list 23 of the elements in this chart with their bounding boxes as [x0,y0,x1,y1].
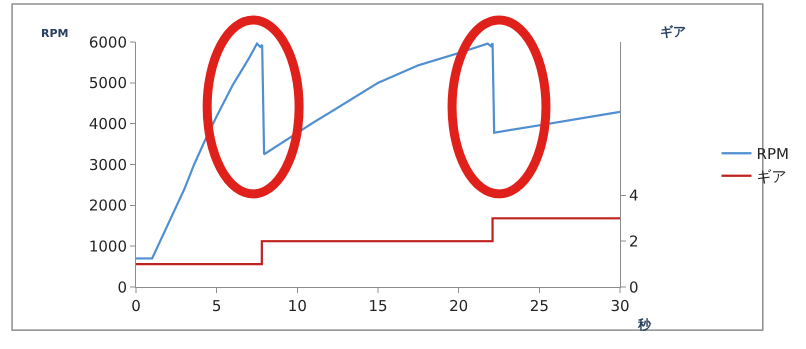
y-tick-label: 2000 [88,196,127,215]
x-tick-label: 10 [288,297,307,315]
y-tick-label: 4000 [88,114,127,133]
y-tick-label: 0 [117,278,127,296]
y2-tick-label: 2 [629,232,639,250]
y-axis-title: RPM [41,27,68,40]
y-tick-label: 6000 [88,33,127,52]
y2-tick-label: 4 [629,186,639,205]
x-axis-title: 秒 [637,318,652,333]
legend-label: ギア [756,168,787,186]
y-tick-label: 3000 [88,156,127,174]
x-tick-label: 5 [212,297,222,315]
line-series [136,42,620,260]
y2-tick-label: 0 [629,278,639,296]
y-tick-label: 1000 [88,237,127,256]
legend-label: RPM [756,145,789,164]
y2-axis-title: ギア [660,25,686,40]
x-tick-label: 15 [368,297,388,315]
x-tick-label: 20 [449,297,468,315]
y-tick-label: 5000 [88,74,127,92]
x-tick-label: 30 [610,297,630,315]
x-tick-label: 0 [131,297,141,315]
x-tick-label: 25 [530,297,549,315]
